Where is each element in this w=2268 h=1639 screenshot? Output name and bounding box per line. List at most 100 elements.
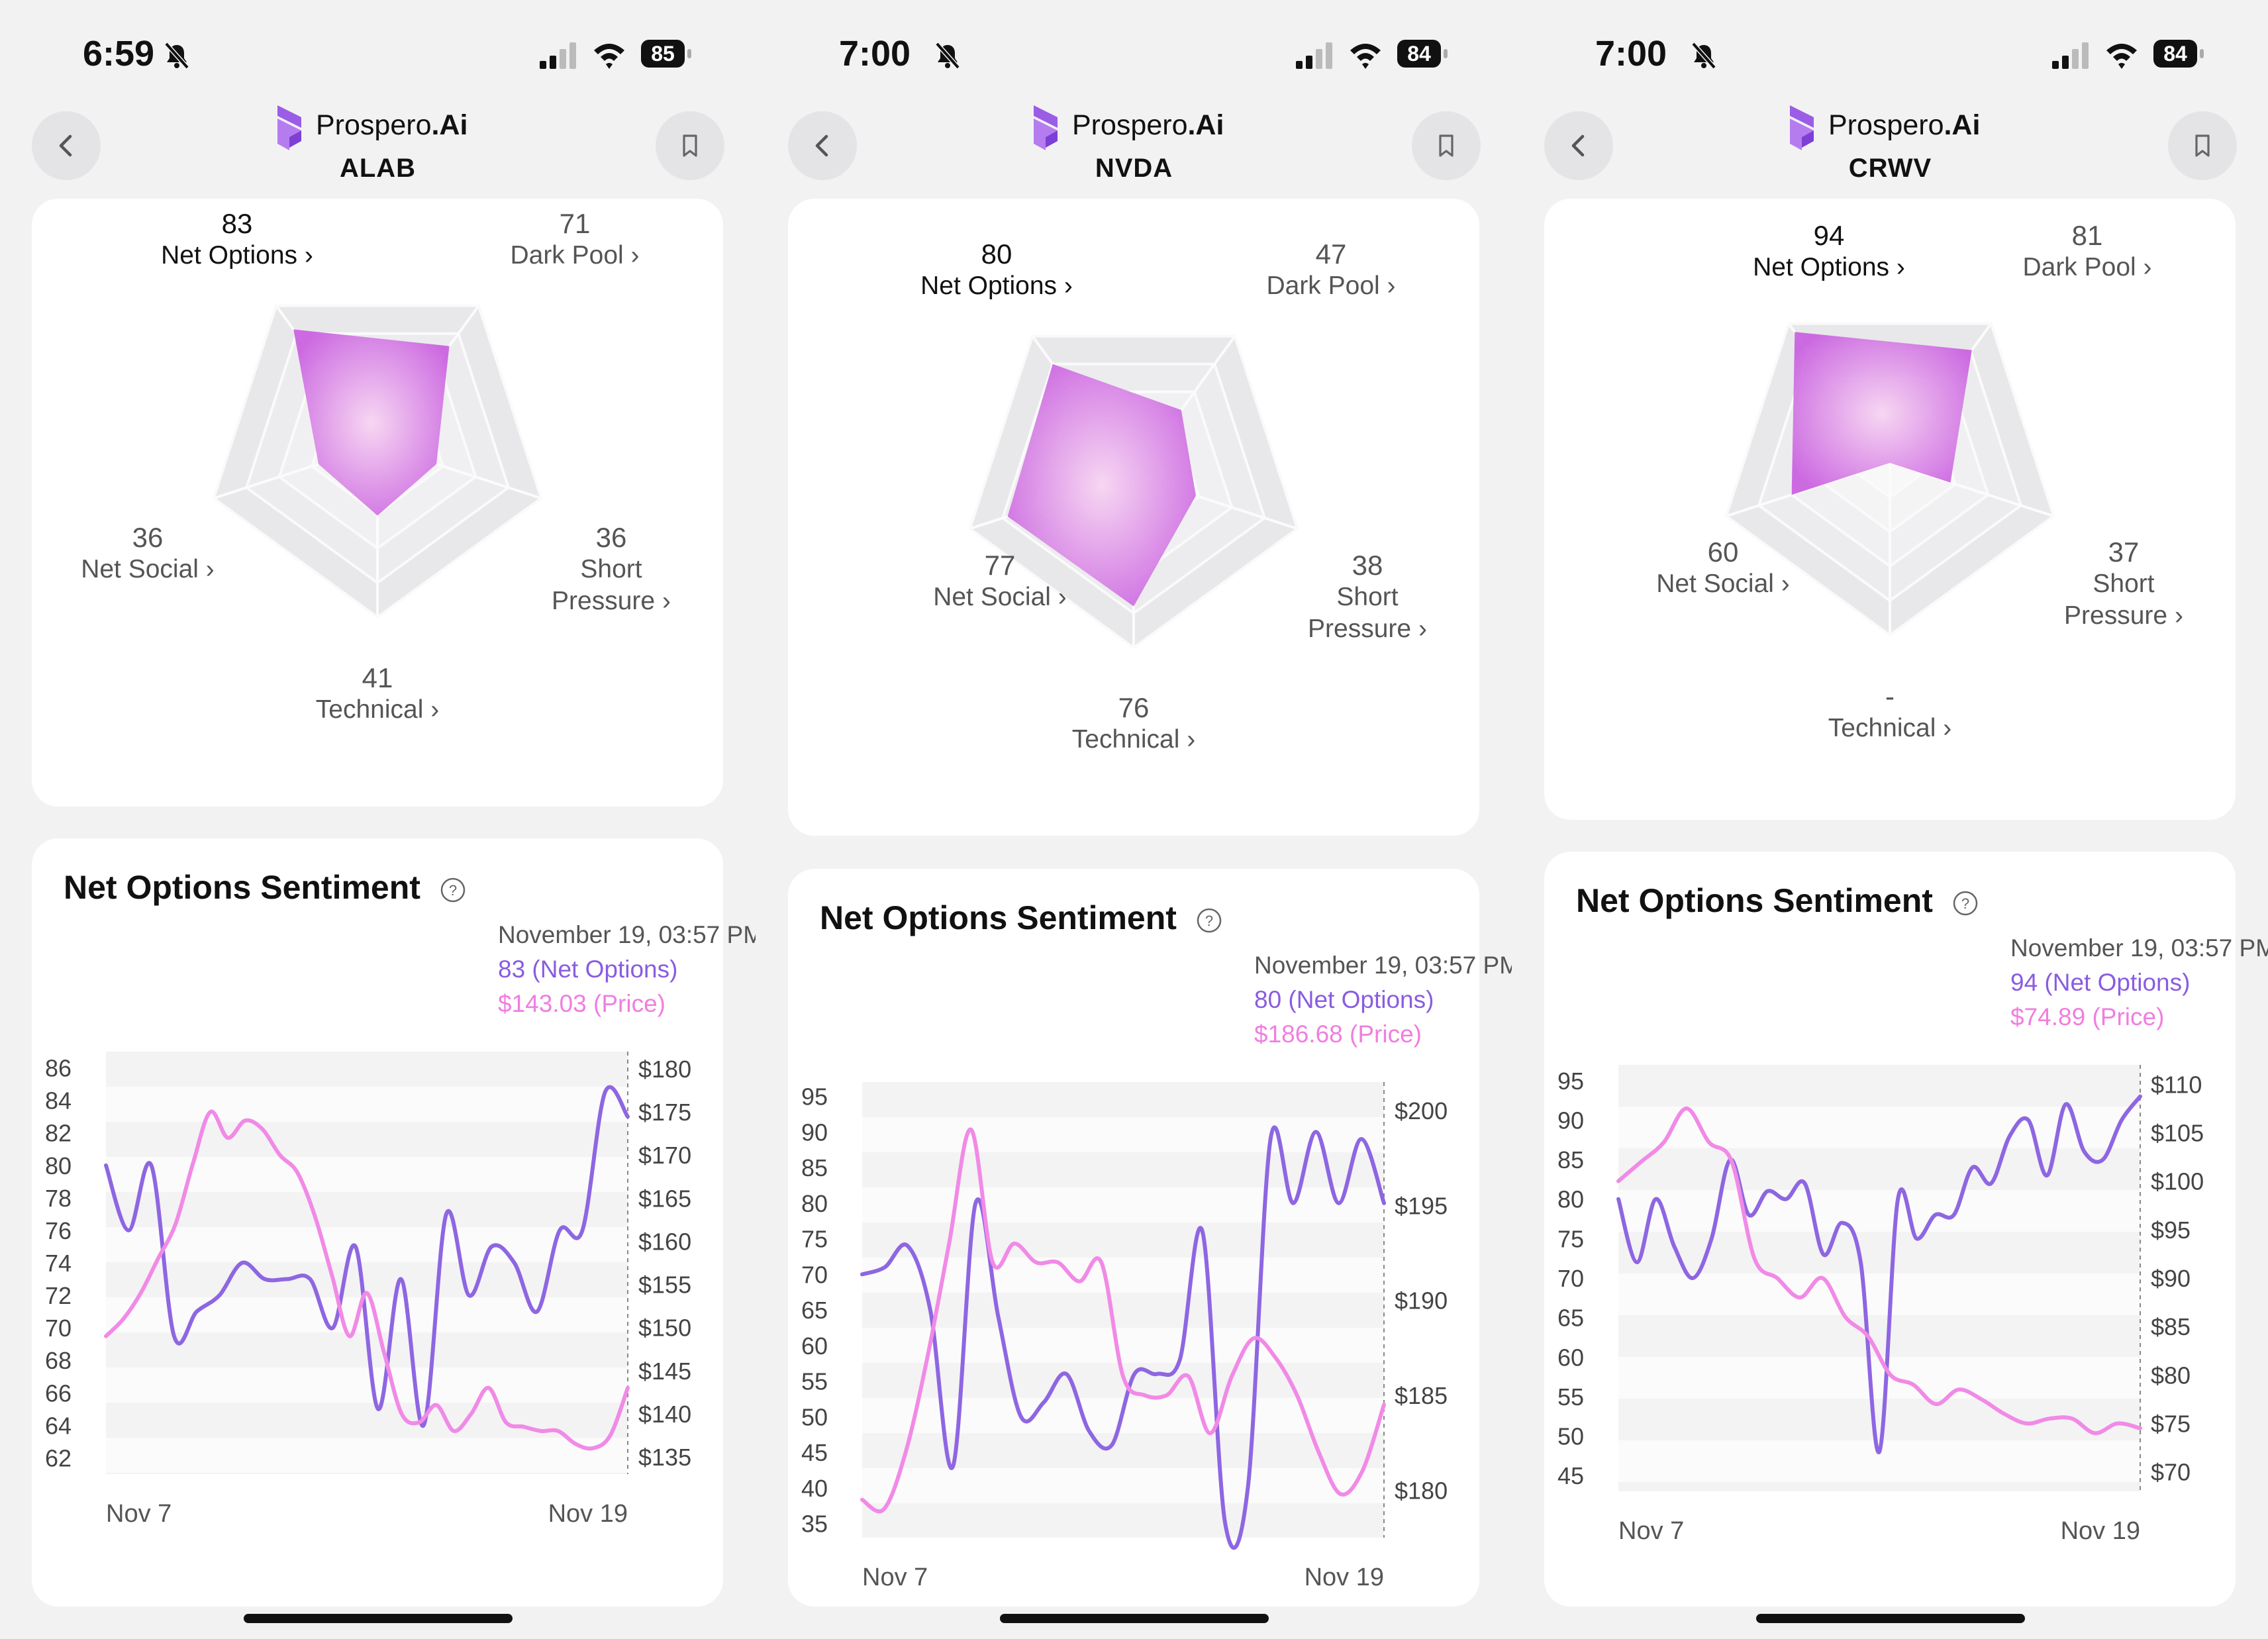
status-time: 7:00 [839,34,911,74]
chart-band [862,1082,1384,1117]
price-series-line [104,1109,630,1451]
back-button[interactable] [32,111,101,180]
back-button[interactable] [788,111,857,180]
battery-icon: 84 [1397,40,1450,70]
radar-score-area [1007,364,1196,607]
chart-band [862,1187,1384,1222]
right-axis-tick: $195 [1395,1192,1448,1219]
right-axis-tick: $180 [638,1056,691,1083]
left-axis-tick: 90 [801,1118,828,1146]
net-options-line-chart: 95 90 85 80 75 70 65 60 55 50 45 40 35 $200 $195 $190 $1… [801,1082,1448,1591]
bookmark-button[interactable] [1412,111,1481,180]
brand-name-suffix: .Ai [431,109,468,141]
radar-label-technical[interactable]: 76 Technical › [1028,692,1240,756]
left-axis-tick: 90 [1557,1107,1584,1134]
radar-score-value: 47 [1315,238,1347,270]
sentiment-title: Net Options Sentiment [1576,882,1933,919]
left-axis-tick: 75 [1557,1225,1584,1252]
radar-label-technical[interactable]: 41 Technical › [271,662,483,726]
radar-label-technical[interactable]: - Technical › [1784,681,1996,744]
left-axis-tick: 80 [1557,1186,1584,1213]
left-axis-tick: 60 [1557,1344,1584,1371]
chart-band [862,1293,1384,1328]
phone-panel-crwv: 7:00 84 Prospero.Ai CRWV 94 Net Options › 81 Da… [1512,0,2268,1639]
ticker-symbol: CRWV [1848,154,1932,183]
net-options-line-chart: 86 84 82 80 78 76 74 72 70 68 66 64 62 $180 $175 $170 $1… [45,1052,691,1528]
chart-tooltip: November 19, 03:57 PM 83 (Net Options) $14… [498,918,756,1021]
battery-level: 85 [641,40,685,68]
radar-label-net-options[interactable]: 94 Net Options › [1723,220,1935,283]
prospero-logo-icon [1034,105,1058,150]
left-axis-tick: 70 [801,1261,828,1288]
phone-panel-alab: 6:59 85 Prospero.Ai ALAB 83 Net Options › 71 Da… [0,0,756,1639]
cellular-signal-icon [2052,42,2091,69]
right-axis-tick: $185 [1395,1382,1448,1409]
x-axis-start-label: Nov 7 [106,1500,172,1528]
prospero-logo-icon [277,105,301,150]
battery-icon: 84 [2153,40,2206,70]
radar-score-value: 41 [362,662,393,693]
chart-band [106,1227,628,1262]
radar-label-dark-pool[interactable]: 47 Dark Pool › [1225,238,1437,302]
chart-band [1618,1107,2140,1148]
radar-label-text: Dark Pool › [2022,253,2152,281]
battery-tip [2200,49,2204,58]
chevron-left-icon [59,134,72,157]
left-axis-tick: 84 [45,1087,72,1115]
chart-band [862,1222,1384,1258]
radar-score-value: 77 [984,550,1016,581]
radar-label-net-options[interactable]: 83 Net Options › [131,208,343,272]
left-axis-tick: 68 [45,1347,72,1374]
radar-label-short-pressure[interactable]: 37 Short Pressure › [2018,536,2230,632]
radar-score-value: 71 [559,208,591,239]
radar-label-text: Technical › [315,695,440,724]
left-axis-tick: 75 [801,1226,828,1253]
left-axis-tick: 70 [1557,1265,1584,1292]
chart-band [106,1438,628,1473]
bookmark-icon [1439,134,1454,157]
help-icon[interactable]: ? [1952,890,1979,917]
cellular-signal-icon [1296,42,1334,69]
help-icon[interactable]: ? [1196,907,1222,934]
help-icon[interactable]: ? [440,877,466,903]
radar-score-value: 36 [132,522,164,553]
price-series-line [860,1127,1386,1514]
left-axis-tick: 74 [45,1250,72,1277]
svg-text:?: ? [1961,895,1969,912]
status-bar: 6:59 85 [0,0,756,106]
left-axis-tick: 62 [45,1444,72,1471]
radar-label-short-pressure[interactable]: 38 Short Pressure › [1261,550,1473,645]
wifi-icon [593,40,626,70]
chart-band [106,1473,628,1474]
radar-label-net-social[interactable]: 36 Net Social › [42,522,254,585]
right-axis-tick: $140 [638,1401,691,1428]
right-axis-tick: $155 [638,1271,691,1299]
bookmark-button[interactable] [656,111,724,180]
chart-tooltip: November 19, 03:57 PM 94 (Net Options) $74… [2010,931,2268,1034]
chart-band [1618,1148,2140,1190]
chart-band [106,1157,628,1192]
radar-label-dark-pool[interactable]: 81 Dark Pool › [1981,220,2193,283]
left-axis-tick: 95 [1557,1068,1584,1095]
radar-label-dark-pool[interactable]: 71 Dark Pool › [469,208,681,272]
left-axis-tick: 78 [45,1185,72,1212]
battery-tip [687,49,691,58]
radar-label-short-pressure[interactable]: 36 Short Pressure › [505,522,717,617]
radar-label-net-social[interactable]: 77 Net Social › [894,550,1106,613]
radar-label-net-social[interactable]: 60 Net Social › [1617,536,1829,600]
radar-label-text: Net Options › [1753,253,1905,281]
radar-label-net-options[interactable]: 80 Net Options › [891,238,1103,302]
x-axis-start-label: Nov 7 [1618,1517,1684,1545]
status-bar: 7:00 84 [756,0,1512,106]
bookmark-button[interactable] [2168,111,2237,180]
chart-band [862,1258,1384,1293]
back-button[interactable] [1544,111,1613,180]
left-axis-tick: 80 [801,1190,828,1217]
left-axis-tick: 80 [45,1152,72,1179]
radar-score-value: 83 [221,208,253,239]
right-axis-tick: $190 [1395,1287,1448,1315]
chart-band [1618,1315,2140,1357]
right-axis-tick: $70 [2151,1459,2191,1486]
left-axis-tick: 55 [1557,1383,1584,1411]
bell-muted-icon [1689,41,1718,70]
